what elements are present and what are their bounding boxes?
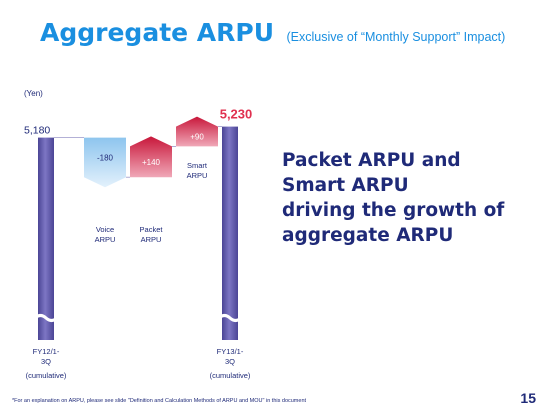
bar-value-label: 5,180 — [24, 125, 50, 137]
total-bar — [222, 126, 238, 340]
category-label: FY13/1- — [217, 347, 244, 356]
voice-arpu-bar — [84, 137, 126, 188]
category-label: (cumulative) — [210, 371, 251, 380]
key-message-line: driving the growth of — [282, 200, 505, 221]
category-label: Packet — [140, 225, 164, 234]
category-label: ARPU — [141, 235, 162, 244]
bar-value-label: +90 — [190, 133, 204, 142]
category-label: 3Q — [225, 357, 235, 366]
page-title: Aggregate ARPU — [40, 18, 275, 47]
bar-value-label: -180 — [97, 153, 114, 162]
category-label: Voice — [96, 225, 114, 234]
category-label: ARPU — [187, 171, 208, 180]
key-message-line: Packet ARPU and — [282, 150, 461, 171]
total-bar — [38, 137, 54, 340]
page-number: 15 — [520, 390, 536, 406]
bar-value-label: +140 — [142, 158, 161, 167]
category-label: 3Q — [41, 357, 51, 366]
axis-break-mark — [33, 314, 59, 322]
y-unit-label: (Yen) — [24, 89, 43, 98]
title-area: Aggregate ARPU (Exclusive of “Monthly Su… — [40, 18, 505, 47]
smart-arpu-bar — [176, 116, 218, 147]
footnote: *For an explanation on ARPU, please see … — [12, 398, 307, 404]
bar-value-label: 5,230 — [220, 107, 253, 122]
category-label: ARPU — [95, 235, 116, 244]
category-label: (cumulative) — [26, 371, 67, 380]
category-label: FY12/1- — [33, 347, 60, 356]
axis-break-mark — [217, 314, 243, 322]
category-label: Smart — [187, 161, 208, 170]
key-message-line: Smart ARPU — [282, 175, 409, 196]
packet-arpu-bar — [130, 136, 172, 178]
key-message-line: aggregate ARPU — [282, 225, 454, 246]
page-subtitle: (Exclusive of “Monthly Support” Impact) — [286, 30, 506, 44]
key-message: Packet ARPU and Smart ARPU driving the g… — [282, 148, 504, 248]
